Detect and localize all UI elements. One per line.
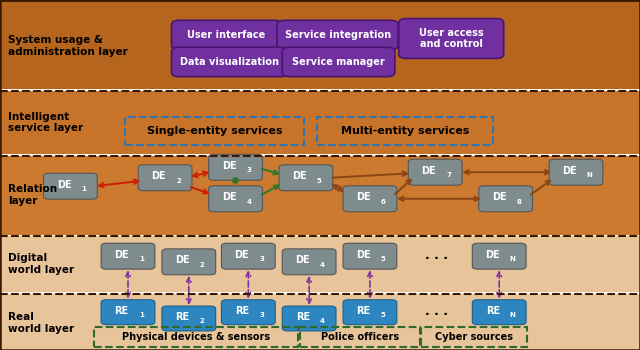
Text: RE: RE bbox=[175, 312, 189, 322]
Text: DE: DE bbox=[292, 172, 307, 181]
Text: 5: 5 bbox=[381, 312, 386, 318]
FancyBboxPatch shape bbox=[399, 19, 504, 58]
Text: DE: DE bbox=[486, 250, 500, 260]
FancyBboxPatch shape bbox=[343, 300, 397, 325]
FancyBboxPatch shape bbox=[343, 186, 397, 212]
Text: User interface: User interface bbox=[188, 30, 266, 40]
Text: Physical devices & sensors: Physical devices & sensors bbox=[122, 332, 270, 342]
FancyBboxPatch shape bbox=[209, 154, 262, 180]
FancyBboxPatch shape bbox=[0, 0, 640, 89]
FancyBboxPatch shape bbox=[277, 20, 398, 50]
FancyBboxPatch shape bbox=[101, 243, 155, 269]
FancyBboxPatch shape bbox=[279, 165, 333, 191]
Text: 8: 8 bbox=[516, 198, 522, 205]
FancyBboxPatch shape bbox=[0, 91, 640, 154]
Text: Relation
layer: Relation layer bbox=[8, 184, 57, 206]
Text: RE: RE bbox=[296, 312, 310, 322]
FancyBboxPatch shape bbox=[172, 20, 282, 50]
Text: DE: DE bbox=[222, 161, 236, 171]
Text: Cyber sources: Cyber sources bbox=[435, 332, 513, 342]
Text: 1: 1 bbox=[139, 256, 144, 262]
FancyBboxPatch shape bbox=[172, 47, 288, 77]
FancyBboxPatch shape bbox=[282, 249, 336, 275]
FancyBboxPatch shape bbox=[138, 165, 192, 191]
Text: 3: 3 bbox=[259, 256, 264, 262]
Text: Multi-entity services: Multi-entity services bbox=[340, 126, 469, 135]
FancyBboxPatch shape bbox=[479, 186, 532, 212]
Text: 4: 4 bbox=[320, 261, 325, 268]
Text: 7: 7 bbox=[446, 172, 451, 178]
FancyBboxPatch shape bbox=[44, 173, 97, 199]
Text: N: N bbox=[509, 312, 516, 318]
Text: Service integration: Service integration bbox=[285, 30, 390, 40]
FancyBboxPatch shape bbox=[101, 300, 155, 325]
Text: Service manager: Service manager bbox=[292, 57, 385, 67]
FancyBboxPatch shape bbox=[221, 300, 275, 325]
FancyBboxPatch shape bbox=[343, 243, 397, 269]
Text: 5: 5 bbox=[381, 256, 386, 262]
Text: Data visualization: Data visualization bbox=[180, 57, 279, 67]
Text: Digital
world layer: Digital world layer bbox=[8, 253, 74, 275]
FancyBboxPatch shape bbox=[221, 243, 275, 269]
FancyBboxPatch shape bbox=[282, 47, 395, 77]
Text: 2: 2 bbox=[200, 318, 205, 324]
Text: Police officers: Police officers bbox=[321, 332, 399, 342]
Text: DE: DE bbox=[422, 166, 436, 176]
Text: 6: 6 bbox=[381, 198, 386, 205]
FancyBboxPatch shape bbox=[209, 186, 262, 212]
Text: RE: RE bbox=[486, 306, 500, 316]
Text: DE: DE bbox=[222, 193, 236, 202]
Text: DE: DE bbox=[152, 172, 166, 181]
Text: · · ·: · · · bbox=[425, 252, 448, 265]
Text: DE: DE bbox=[356, 250, 371, 260]
Text: User access
and control: User access and control bbox=[419, 28, 483, 49]
Text: DE: DE bbox=[296, 256, 310, 265]
Text: DE: DE bbox=[57, 180, 71, 190]
Text: DE: DE bbox=[492, 193, 506, 202]
FancyBboxPatch shape bbox=[282, 306, 336, 331]
Text: N: N bbox=[509, 256, 516, 262]
FancyBboxPatch shape bbox=[408, 159, 462, 185]
Text: Real
world layer: Real world layer bbox=[8, 312, 74, 334]
Text: DE: DE bbox=[235, 250, 249, 260]
FancyBboxPatch shape bbox=[0, 236, 640, 292]
FancyBboxPatch shape bbox=[472, 300, 526, 325]
Text: 1: 1 bbox=[139, 312, 144, 318]
FancyBboxPatch shape bbox=[0, 294, 640, 350]
Text: 5: 5 bbox=[317, 177, 322, 184]
Text: RE: RE bbox=[115, 306, 129, 316]
FancyBboxPatch shape bbox=[549, 159, 603, 185]
Text: DE: DE bbox=[563, 166, 577, 176]
Text: RE: RE bbox=[356, 306, 371, 316]
FancyBboxPatch shape bbox=[472, 243, 526, 269]
Text: DE: DE bbox=[356, 193, 371, 202]
Text: Intelligent
service layer: Intelligent service layer bbox=[8, 112, 83, 133]
Text: 2: 2 bbox=[176, 177, 181, 184]
FancyBboxPatch shape bbox=[0, 156, 640, 234]
FancyBboxPatch shape bbox=[162, 306, 216, 331]
Text: Single-entity services: Single-entity services bbox=[147, 126, 282, 135]
Text: RE: RE bbox=[235, 306, 249, 316]
Text: 2: 2 bbox=[200, 261, 205, 268]
Text: 3: 3 bbox=[259, 312, 264, 318]
Text: 1: 1 bbox=[81, 186, 86, 192]
Text: DE: DE bbox=[115, 250, 129, 260]
FancyBboxPatch shape bbox=[162, 249, 216, 275]
Text: System usage &
administration layer: System usage & administration layer bbox=[8, 35, 127, 57]
Text: 4: 4 bbox=[246, 198, 252, 205]
Text: 4: 4 bbox=[320, 318, 325, 324]
Text: 3: 3 bbox=[246, 167, 252, 173]
Text: · · ·: · · · bbox=[425, 308, 448, 322]
Text: N: N bbox=[586, 172, 593, 178]
Text: DE: DE bbox=[175, 256, 189, 265]
